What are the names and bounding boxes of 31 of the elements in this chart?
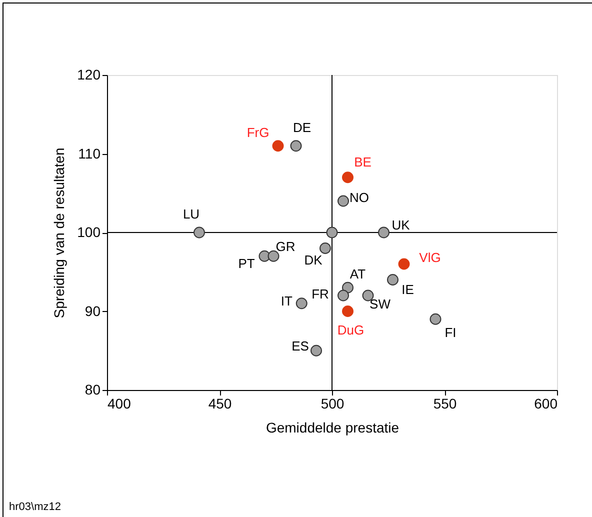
annotation: DK	[304, 252, 323, 268]
x-tick-label: 550	[433, 396, 457, 412]
x-tick-label: 400	[108, 396, 132, 412]
x-tick-label: 450	[208, 396, 232, 412]
x-tick-label: 500	[320, 396, 344, 412]
annotation: NO	[350, 190, 369, 205]
y-tick-label: 110	[78, 145, 101, 162]
annotation: FR	[312, 286, 329, 302]
y-tick-label: 100	[77, 224, 101, 240]
annotation: IE	[402, 282, 414, 297]
annotation: UK	[392, 218, 410, 232]
annotation: DuG	[337, 322, 364, 338]
annotation: FrG	[246, 124, 270, 140]
annotation: DE	[292, 120, 312, 135]
y-tick-label: 80	[84, 382, 101, 398]
y-tick-label: 90	[84, 302, 101, 319]
annotation: IT	[280, 293, 292, 308]
annotation: GR	[276, 239, 296, 254]
x-tick-label: 600	[534, 396, 558, 412]
annotation: PT	[238, 256, 255, 272]
annotation: ES	[292, 338, 310, 354]
annotation: SW	[370, 296, 392, 312]
annotation: VlG	[419, 250, 441, 265]
x-axis-title: Gemiddelde prestatie	[266, 420, 400, 436]
annotation: BE	[354, 154, 372, 170]
annotation: AT	[350, 266, 366, 282]
y-tick-label: 120	[77, 66, 101, 82]
text: hr03\mz12	[9, 501, 61, 513]
y-axis-title: Spreiding van de resultaten	[51, 148, 68, 318]
annotation: FI	[444, 325, 456, 340]
annotation: LU	[182, 206, 200, 222]
